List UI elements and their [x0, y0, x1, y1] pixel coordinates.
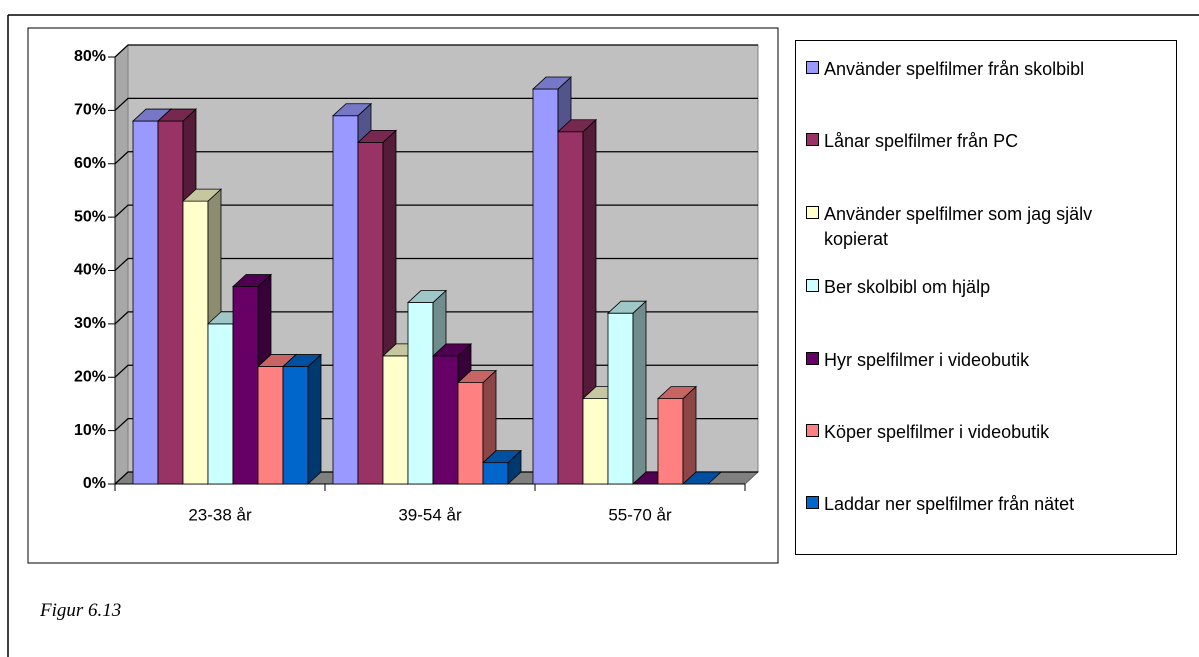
bar-top: [231, 274, 273, 287]
bar: [207, 323, 234, 485]
bar: [532, 88, 559, 485]
bar: [157, 120, 184, 485]
y-tick-label: 10%: [74, 422, 106, 439]
bar-side: [307, 353, 322, 485]
caption: Figur 6.13: [40, 600, 122, 621]
bar: [432, 355, 459, 485]
legend-label: Hyr spelfilmer i videobutik: [824, 350, 1030, 370]
x-tick-label: 55-70 år: [608, 505, 672, 524]
bar-top: [181, 188, 223, 202]
legend-swatch: [806, 61, 819, 74]
y-tick-label: 0%: [83, 475, 106, 492]
y-tick-label: 80%: [74, 48, 106, 65]
bar: [582, 398, 609, 485]
y-tick-label: 40%: [74, 262, 106, 279]
bar: [482, 462, 509, 485]
bar-top: [531, 76, 573, 90]
bar-top: [656, 386, 698, 400]
bar-top: [606, 300, 648, 314]
legend-swatch: [806, 279, 819, 292]
grid-line: [114, 44, 758, 58]
legend-swatch: [806, 352, 819, 365]
bar: [257, 366, 284, 485]
y-tick-label: 50%: [74, 208, 106, 225]
legend-swatch: [806, 424, 819, 437]
legend-label: Köper spelfilmer i videobutik: [824, 422, 1050, 442]
legend-swatch: [806, 133, 819, 146]
bar-top: [681, 471, 723, 485]
bar: [357, 141, 384, 485]
chart-border: [27, 27, 779, 564]
legend-label: Ber skolbibl om hjälp: [824, 277, 991, 297]
legend-item: Använder spelfilmer från skolbibl: [806, 57, 1160, 82]
y-tick-label: 20%: [74, 368, 106, 385]
bar: [182, 200, 209, 485]
legend-item: Laddar ner spelfilmer från nätet: [806, 492, 1160, 517]
legend-swatch: [806, 206, 819, 219]
bar: [657, 398, 684, 485]
bar: [557, 131, 584, 485]
legend-swatch: [806, 496, 819, 509]
legend: Använder spelfilmer från skolbibl Lånar s…: [795, 40, 1177, 555]
bar: [457, 382, 484, 485]
bar-side: [632, 300, 647, 485]
y-tick-label: 70%: [74, 102, 106, 119]
bar: [332, 115, 359, 485]
y-tick-label: 30%: [74, 315, 106, 332]
bar: [382, 355, 409, 485]
bar-top: [356, 129, 398, 143]
bar: [232, 286, 259, 485]
bar-top: [156, 108, 198, 122]
bar: [607, 312, 634, 485]
bar-top: [431, 343, 473, 357]
bar: [132, 120, 159, 485]
x-tick-label: 23-38 år: [188, 505, 252, 524]
bar-side: [682, 385, 697, 485]
legend-item: Ber skolbibl om hjälp: [806, 275, 1160, 300]
legend-item: Lånar spelfilmer från PC: [806, 129, 1160, 154]
legend-label: Laddar ner spelfilmer från nätet: [824, 494, 1075, 514]
bar-top: [481, 450, 523, 464]
bar-top: [556, 119, 598, 133]
bar-top: [281, 354, 323, 367]
legend-label: Använder spelfilmer som jag själv kopier…: [824, 204, 1093, 249]
legend-label: Använder spelfilmer från skolbibl: [824, 59, 1085, 79]
bar-top: [406, 290, 448, 303]
legend-item: Köper spelfilmer i videobutik: [806, 420, 1160, 445]
legend-label: Lånar spelfilmer från PC: [824, 131, 1019, 151]
bar-top: [331, 103, 373, 117]
x-tick-label: 39-54 år: [398, 505, 462, 524]
legend-item: Hyr spelfilmer i videobutik: [806, 348, 1160, 373]
bar-top: [456, 370, 498, 383]
legend-item: Använder spelfilmer som jag själv kopier…: [806, 202, 1160, 252]
bar: [282, 366, 309, 485]
bar: [407, 302, 434, 485]
y-tick-label: 60%: [74, 155, 106, 172]
